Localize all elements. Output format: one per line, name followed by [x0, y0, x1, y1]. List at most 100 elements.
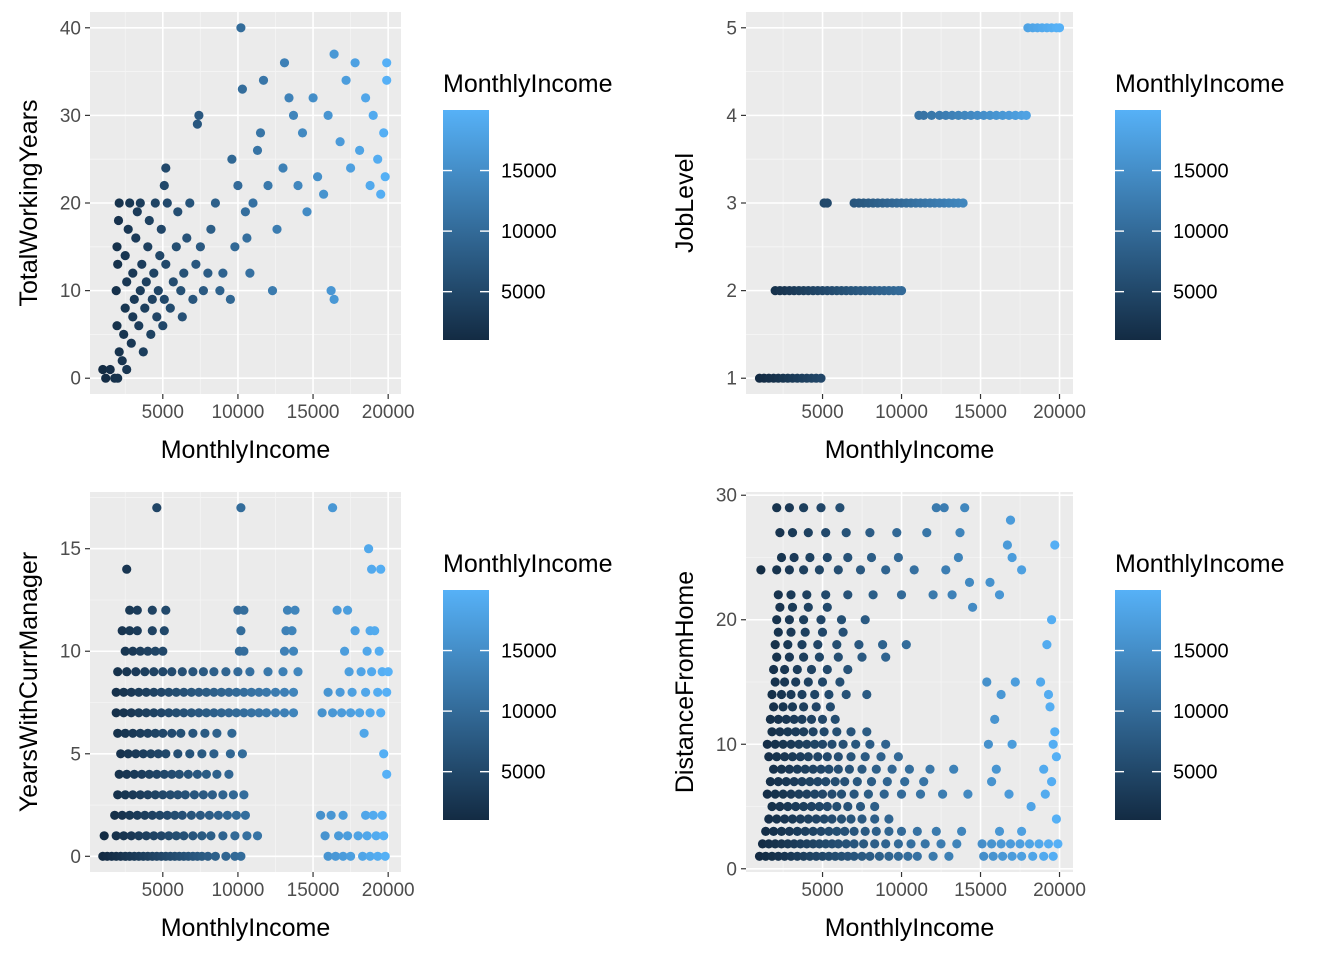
- data-point: [906, 839, 916, 849]
- data-point: [794, 739, 804, 749]
- data-point: [141, 277, 151, 287]
- x-tick-label: 20000: [1033, 880, 1086, 901]
- data-point: [194, 110, 204, 120]
- data-point: [772, 565, 782, 575]
- y-tick-label: 0: [726, 859, 737, 880]
- data-point: [114, 769, 124, 779]
- data-point: [171, 687, 181, 697]
- y-tick-label: 4: [726, 106, 737, 127]
- data-point: [792, 764, 802, 774]
- data-point: [1047, 777, 1057, 787]
- data-point: [783, 727, 793, 737]
- data-point: [982, 677, 992, 687]
- data-point: [756, 565, 766, 575]
- data-point: [1010, 110, 1020, 120]
- data-point: [113, 667, 123, 677]
- data-point: [326, 810, 336, 820]
- data-point: [159, 769, 169, 779]
- data-point: [135, 728, 145, 738]
- data-point: [781, 714, 791, 725]
- data-point: [810, 789, 820, 799]
- data-point: [320, 831, 330, 841]
- data-point: [765, 777, 776, 787]
- data-point: [787, 814, 798, 824]
- data-point: [168, 277, 178, 287]
- data-point: [952, 839, 962, 849]
- colorbar: [443, 110, 489, 340]
- data-point: [830, 851, 840, 861]
- data-point: [840, 777, 850, 787]
- data-point: [778, 702, 788, 712]
- points: [98, 503, 393, 861]
- data-point: [117, 626, 127, 636]
- chart-panel-4: 5000 10000 15000 20000 0 10 20 30 MonthlyIncome D…: [671, 486, 1285, 942]
- data-point: [158, 728, 168, 738]
- data-point: [991, 110, 1001, 120]
- data-point: [775, 602, 785, 612]
- data-point: [846, 752, 856, 762]
- data-point: [1007, 552, 1017, 563]
- data-point: [179, 708, 189, 718]
- chart-panel-3: 5000 10000 15000 20000 0 5 10 15 MonthlyIncome Ye…: [15, 492, 613, 942]
- data-point: [770, 677, 780, 687]
- data-point: [158, 646, 168, 656]
- data-point: [979, 110, 989, 120]
- data-point: [802, 839, 812, 849]
- y-tick-label: 2: [726, 281, 737, 302]
- data-point: [843, 552, 853, 563]
- data-point: [1039, 764, 1049, 774]
- data-point: [346, 708, 356, 718]
- data-point: [362, 831, 372, 841]
- data-point: [329, 49, 339, 59]
- data-point: [135, 286, 145, 296]
- legend-title: MonthlyIncome: [443, 70, 613, 98]
- x-tick-label: 20000: [362, 402, 415, 423]
- data-point: [323, 687, 333, 697]
- data-point: [783, 640, 793, 650]
- x-axis-title: MonthlyIncome: [825, 914, 995, 942]
- data-point: [197, 749, 207, 759]
- data-point: [171, 831, 181, 841]
- colorbar-label: 10000: [1173, 701, 1229, 723]
- data-point: [849, 789, 859, 799]
- x-tick-label: 10000: [875, 402, 928, 423]
- y-tick-label: 3: [726, 194, 737, 215]
- data-point: [819, 814, 829, 824]
- data-point: [808, 764, 818, 774]
- data-point: [797, 714, 807, 725]
- data-point: [1005, 839, 1016, 849]
- data-point: [270, 708, 281, 718]
- data-point: [113, 373, 123, 383]
- data-point: [887, 764, 897, 774]
- data-point: [99, 831, 109, 841]
- data-point: [225, 749, 235, 759]
- data-point: [156, 224, 166, 234]
- data-point: [346, 163, 356, 173]
- data-point: [221, 667, 231, 677]
- data-point: [261, 687, 272, 697]
- data-point: [985, 110, 995, 120]
- data-point: [302, 207, 312, 217]
- data-point: [817, 677, 828, 687]
- data-point: [884, 851, 894, 861]
- data-point: [775, 528, 785, 538]
- data-point: [246, 708, 256, 718]
- x-tick-label: 10000: [212, 402, 265, 423]
- data-point: [928, 590, 938, 600]
- data-point: [195, 242, 205, 252]
- data-point: [134, 321, 144, 331]
- data-point: [278, 163, 288, 173]
- data-point: [110, 810, 120, 820]
- data-point: [832, 640, 842, 650]
- data-point: [816, 826, 826, 837]
- data-point: [865, 851, 875, 861]
- data-point: [176, 728, 186, 738]
- data-point: [773, 777, 783, 787]
- data-point: [317, 708, 327, 718]
- data-point: [833, 565, 843, 575]
- data-point: [805, 552, 815, 563]
- data-point: [1026, 801, 1036, 812]
- data-point: [383, 667, 393, 677]
- data-point: [846, 814, 856, 824]
- data-point: [953, 552, 964, 563]
